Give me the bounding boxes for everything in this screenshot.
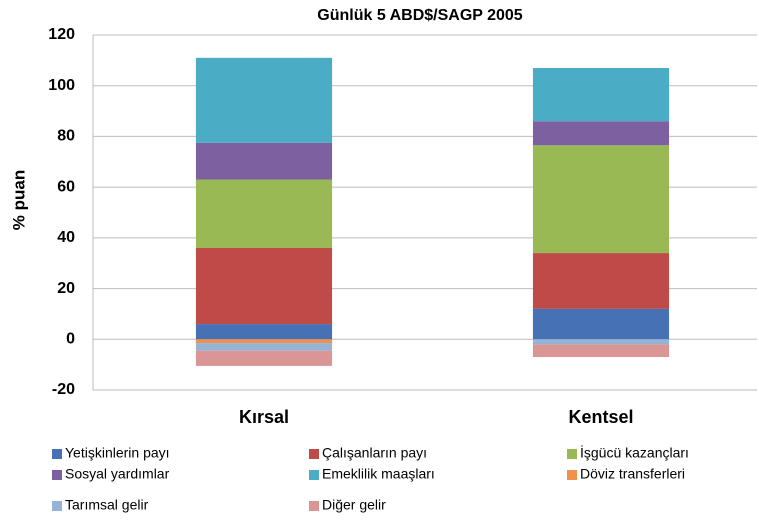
legend-swatch <box>52 449 62 459</box>
y-tick-label: 120 <box>48 26 75 43</box>
legend-swatch <box>52 501 62 511</box>
legend-label: Diğer gelir <box>322 497 386 513</box>
x-tick-label: Kırsal <box>239 407 289 427</box>
chart-title: Günlük 5 ABD$/SAGP 2005 <box>317 7 523 24</box>
legend-label: Döviz transferleri <box>580 466 685 482</box>
bar-segment <box>195 339 333 344</box>
bar-segment <box>195 324 333 340</box>
bar-segment <box>532 339 670 345</box>
bar-segment <box>532 67 670 122</box>
y-tick-label: 0 <box>66 331 75 348</box>
y-tick-label: 80 <box>57 128 75 145</box>
bar-segment <box>532 253 670 309</box>
y-tick-label: 60 <box>57 178 75 195</box>
bar-segment <box>532 308 670 340</box>
bar-segment <box>195 343 333 351</box>
legend-label: Sosyal yardımlar <box>65 466 170 482</box>
bar-segment <box>195 142 333 180</box>
legend-swatch <box>309 470 319 480</box>
bar-segment <box>195 350 333 366</box>
legend-swatch <box>309 501 319 511</box>
legend-swatch <box>309 449 319 459</box>
x-tick-label: Kentsel <box>568 407 633 427</box>
legend-swatch <box>52 470 62 480</box>
legend-label: Yetişkinlerin payı <box>65 445 170 461</box>
bar-segment <box>532 121 670 146</box>
bar-segment <box>532 145 670 254</box>
y-tick-label: -20 <box>52 381 75 398</box>
y-tick-label: 40 <box>57 229 75 246</box>
legend-label: Emeklilik maaşları <box>322 466 435 482</box>
y-axis-label: % puan <box>9 170 28 230</box>
legend-swatch <box>567 449 577 459</box>
legend-swatch <box>567 470 577 480</box>
bar-segment <box>195 248 333 325</box>
legend-label: Çalışanların payı <box>322 445 427 461</box>
legend-label: İşgücü kazançları <box>580 444 689 461</box>
bar-segment <box>195 179 333 248</box>
bar-segment <box>532 344 670 358</box>
legend-label: Tarımsal gelir <box>65 497 149 513</box>
y-tick-label: 20 <box>57 280 75 297</box>
y-tick-label: 100 <box>48 77 75 94</box>
bar-segment <box>195 57 333 143</box>
